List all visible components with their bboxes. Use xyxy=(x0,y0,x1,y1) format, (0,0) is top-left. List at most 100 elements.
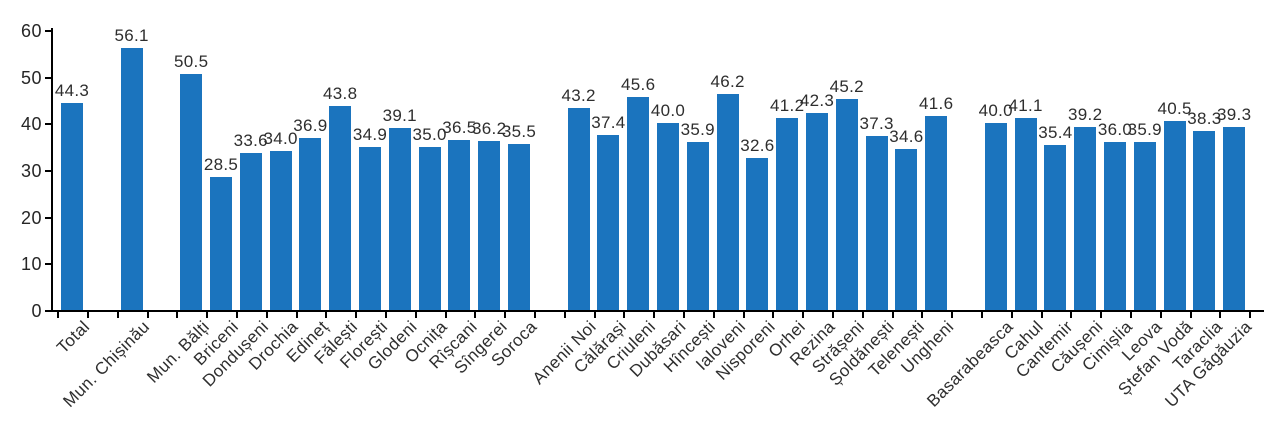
x-axis-tick xyxy=(1100,310,1103,318)
y-axis-tick-label: 40 xyxy=(20,114,42,135)
bar-value-label-dondu-eni: 33.6 xyxy=(233,131,268,151)
bar-value-label-s-ngerei: 36.2 xyxy=(472,119,507,139)
bar-value-label-mun-b-l-i: 50.5 xyxy=(174,52,209,72)
bar-tefan-vod xyxy=(1163,121,1186,310)
y-axis xyxy=(51,28,53,312)
y-axis-tick xyxy=(45,310,52,312)
bar-value-label-cantemir: 35.4 xyxy=(1038,122,1073,142)
x-axis-tick xyxy=(682,310,685,318)
bar-value-label-anenii-noi: 43.2 xyxy=(561,86,596,106)
x-axis-tick xyxy=(861,310,864,318)
x-axis-tick xyxy=(563,310,566,318)
bar-anenii-noi xyxy=(567,108,590,310)
bar-value-label-soroca: 35.5 xyxy=(501,122,537,142)
bar-value-label-ialoveni: 46.2 xyxy=(710,72,745,92)
bar-value-label-dub-sari: 40.0 xyxy=(650,101,686,121)
x-axis-tick xyxy=(1129,310,1132,318)
x-axis-tick xyxy=(951,310,954,318)
bar-criuleni xyxy=(627,97,650,310)
x-axis xyxy=(51,310,1265,312)
x-axis-tick xyxy=(623,310,626,318)
bar-value-label-basarabeasca: 40.0 xyxy=(978,101,1013,121)
x-axis-tick xyxy=(1159,310,1162,318)
bar-flore-ti xyxy=(359,147,381,310)
bar-uta-g-g-uzia xyxy=(1223,126,1246,310)
bar-value-label-leova: 35.9 xyxy=(1127,120,1162,140)
bar-value-label-cimi-lia: 36.0 xyxy=(1097,120,1133,139)
y-axis-tick-label: 20 xyxy=(20,207,42,228)
x-axis-label-total: Total xyxy=(53,317,94,358)
bar-value-label-c-u-eni: 39.2 xyxy=(1068,105,1103,125)
x-axis-tick xyxy=(116,310,119,318)
bar-value-label-drochia: 34.0 xyxy=(263,129,298,149)
y-axis-tick-label: 0 xyxy=(31,301,42,321)
y-axis-tick xyxy=(45,216,52,219)
bar-basarabeasca xyxy=(984,123,1007,310)
bar-ialoveni xyxy=(716,94,739,310)
bar-orhei xyxy=(776,117,799,310)
bar-value-label-r-cani: 36.5 xyxy=(442,117,477,137)
y-axis-tick xyxy=(45,30,52,32)
x-axis-tick xyxy=(1070,310,1073,318)
bar-total xyxy=(61,103,83,310)
bar-h-nce-ti xyxy=(686,142,709,310)
bar-value-label-uta-g-g-uzia: 39.3 xyxy=(1217,104,1252,124)
bar-edine xyxy=(299,137,322,310)
bar-nisporeni xyxy=(746,157,769,310)
bar-value-label-rezina: 42.3 xyxy=(799,90,835,110)
x-axis-tick xyxy=(384,310,387,318)
x-axis-tick xyxy=(235,310,238,318)
bar-dub-sari xyxy=(657,123,679,310)
bar-value-label-briceni: 28.5 xyxy=(203,155,239,174)
bar-c-l-ra-i xyxy=(597,135,620,310)
x-axis-tick xyxy=(57,310,60,318)
bar-value-label-f-le-ti: 43.8 xyxy=(323,83,358,103)
bar-str-eni xyxy=(835,99,858,310)
x-axis-tick xyxy=(146,310,149,318)
bar-cimi-lia xyxy=(1104,142,1126,310)
bar-cahul xyxy=(1014,118,1037,310)
x-axis-tick xyxy=(653,310,656,318)
bar-r-cani xyxy=(448,139,471,310)
bar-ocni-a xyxy=(418,146,441,310)
bar-glodeni xyxy=(388,127,411,310)
bar-value-label-telene-ti: 34.6 xyxy=(889,126,924,146)
x-axis-tick xyxy=(1040,310,1043,318)
bar-rezina xyxy=(806,112,828,310)
y-axis-tick xyxy=(45,263,52,266)
x-axis-tick xyxy=(86,310,89,318)
x-axis-tick xyxy=(1219,310,1222,318)
x-axis-tick xyxy=(1189,310,1192,318)
bar-ungheni xyxy=(925,115,948,310)
x-axis-tick xyxy=(414,310,417,318)
bar-value-label-edine: 36.9 xyxy=(293,115,328,135)
y-axis-tick xyxy=(45,123,52,126)
bar-taraclia xyxy=(1193,131,1216,310)
x-axis-tick xyxy=(504,310,507,318)
x-axis-tick xyxy=(265,310,268,318)
bar-dondu-eni xyxy=(239,153,262,310)
bar-telene-ti xyxy=(895,148,918,310)
x-axis-tick xyxy=(980,310,983,318)
y-axis-tick-label: 10 xyxy=(20,254,42,275)
x-axis-tick xyxy=(355,310,358,318)
x-axis-tick xyxy=(206,310,209,318)
y-axis-tick xyxy=(45,170,52,172)
bar-old-ne-ti xyxy=(865,135,888,310)
bar-c-u-eni xyxy=(1074,127,1097,310)
bar-value-label-ocni-a: 35.0 xyxy=(412,124,447,144)
bar-value-label-old-ne-ti: 37.3 xyxy=(859,113,894,133)
y-axis-tick-label: 60 xyxy=(20,21,42,41)
x-axis-tick xyxy=(772,310,775,318)
x-axis-tick xyxy=(921,310,924,318)
y-axis-tick-label: 30 xyxy=(20,161,42,181)
bar-value-label-cahul: 41.1 xyxy=(1008,96,1043,116)
x-axis-tick xyxy=(474,310,477,318)
bar-value-label-orhei: 41.2 xyxy=(770,95,805,115)
bar-value-label-glodeni: 39.1 xyxy=(382,105,417,125)
x-axis-tick xyxy=(1010,310,1013,318)
bar-s-ngerei xyxy=(478,141,501,310)
x-axis-tick xyxy=(533,310,536,318)
bar-drochia xyxy=(269,151,292,310)
x-axis-tick xyxy=(742,310,745,318)
